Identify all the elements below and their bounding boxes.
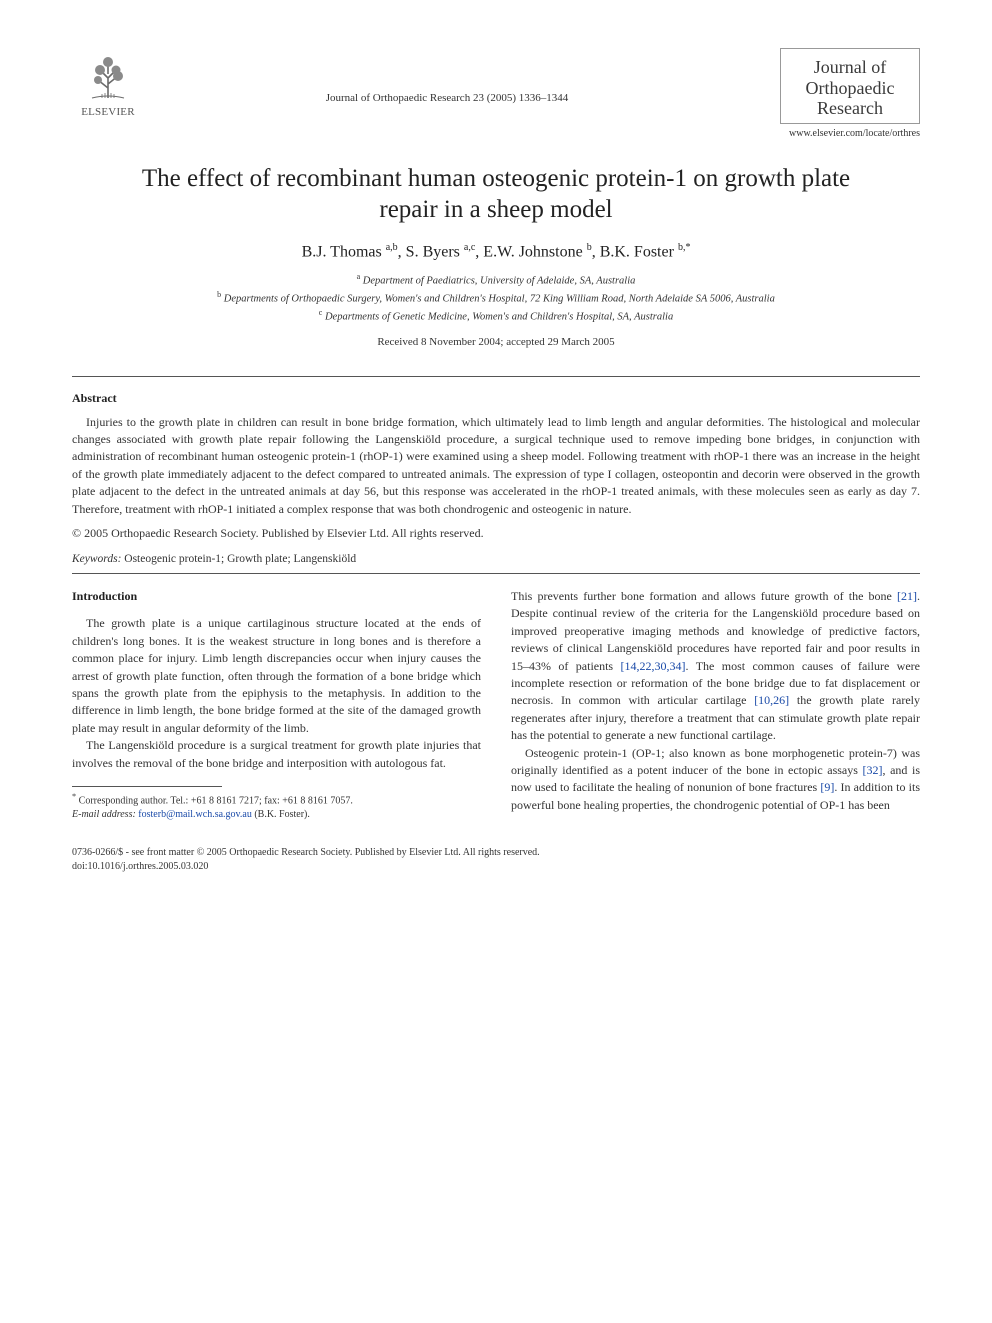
cite-14-22-30-34[interactable]: [14,22,30,34] [621,659,686,673]
publisher-logo: ELSEVIER [72,48,144,118]
intro-para-3: Osteogenic protein-1 (OP-1; also known a… [511,745,920,815]
journal-reference: Journal of Orthopaedic Research 23 (2005… [144,48,750,104]
affiliation-c: c Departments of Genetic Medicine, Women… [72,307,920,325]
keywords-values: Osteogenic protein-1; Growth plate; Lang… [124,553,356,565]
doi-line: doi:10.1016/j.orthres.2005.03.020 [72,860,920,874]
doi-block: 0736-0266/$ - see front matter © 2005 Or… [72,846,920,874]
intro-para-1: The growth plate is a unique cartilagino… [72,615,481,737]
affiliation-b: b Departments of Orthopaedic Surgery, Wo… [72,289,920,307]
footnote-email-label: E-mail address: [72,809,136,820]
footnote-rule [72,786,222,787]
abstract-text: Injuries to the growth plate in children… [72,414,920,518]
introduction-heading: Introduction [72,588,481,605]
copyright-line: © 2005 Orthopaedic Research Society. Pub… [72,526,920,541]
journal-url[interactable]: www.elsevier.com/locate/orthres [750,128,920,139]
keywords-label: Keywords: [72,553,121,565]
cite-9[interactable]: [9] [820,780,834,794]
cite-10-26[interactable]: [10,26] [754,693,789,707]
body-two-column: Introduction The growth plate is a uniqu… [72,588,920,822]
abstract-body: Injuries to the growth plate in children… [72,414,920,518]
affiliation-a: a Department of Paediatrics, University … [72,271,920,289]
authors-line: B.J. Thomas a,b, S. Byers a,c, E.W. John… [72,242,920,261]
keywords-line: Keywords: Osteogenic protein-1; Growth p… [72,553,920,565]
publisher-name: ELSEVIER [81,106,135,118]
cite-32[interactable]: [32] [863,763,883,777]
abstract-heading: Abstract [72,391,920,406]
front-matter-line: 0736-0266/$ - see front matter © 2005 Or… [72,846,920,860]
footnote-tail: (B.K. Foster). [254,809,310,820]
received-dates: Received 8 November 2004; accepted 29 Ma… [72,336,920,348]
journal-block: Journal of Orthopaedic Research www.else… [750,48,920,139]
journal-cover-title: Journal of Orthopaedic Research [787,57,913,119]
footnote-email-link[interactable]: fosterb@mail.wch.sa.gov.au [138,809,252,820]
corresponding-author-footnote: * Corresponding author. Tel.: +61 8 8161… [72,791,481,822]
article-title: The effect of recombinant human osteogen… [136,163,856,226]
elsevier-tree-icon [80,48,136,104]
intro-para-2b: This prevents further bone formation and… [511,588,920,745]
intro-para-2a: The Langenskiöld procedure is a surgical… [72,737,481,772]
affiliations: a Department of Paediatrics, University … [72,271,920,326]
cite-21[interactable]: [21] [897,589,917,603]
rule-below-keywords [72,573,920,574]
page-header: ELSEVIER Journal of Orthopaedic Research… [72,48,920,139]
rule-above-abstract [72,376,920,377]
footnote-tel-fax: Corresponding author. Tel.: +61 8 8161 7… [79,795,353,806]
journal-cover-box: Journal of Orthopaedic Research [780,48,920,124]
